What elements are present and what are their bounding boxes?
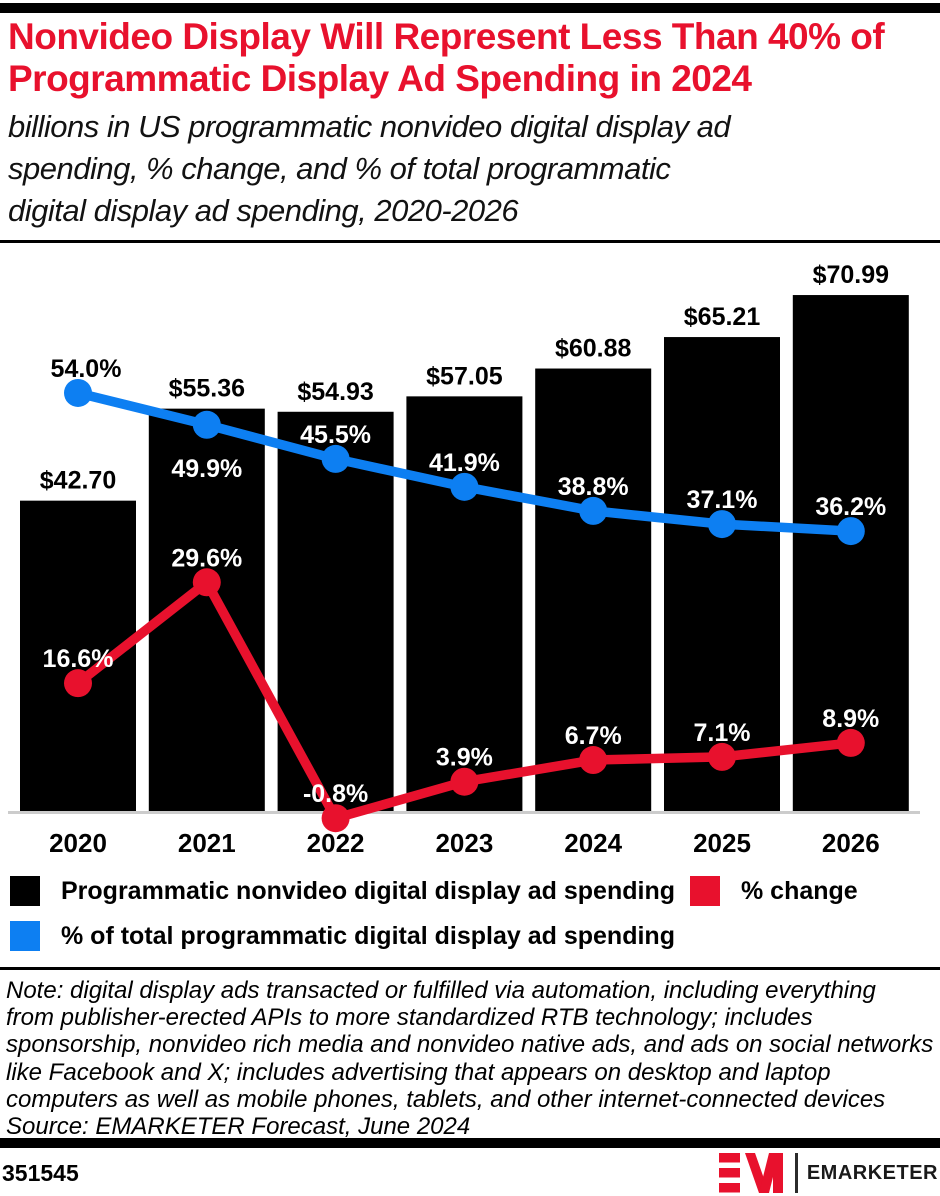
- legend-swatch: [10, 876, 40, 906]
- pct-change-point: [192, 568, 221, 597]
- bar-value-label: $42.70: [40, 467, 116, 495]
- title-line-2: Programmatic Display Ad Spending in 2024: [8, 58, 752, 99]
- emarketer-logo-icon: [718, 1153, 783, 1193]
- legend-label: Programmatic nonvideo digital display ad…: [61, 876, 675, 905]
- pct-of-total-label: 36.2%: [815, 493, 886, 521]
- pct-change-point: [321, 804, 350, 833]
- x-axis-label-2024: 2024: [564, 828, 622, 858]
- subtitle-line-1: billions in US programmatic nonvideo dig…: [8, 109, 731, 144]
- x-axis-label-2026: 2026: [822, 828, 880, 858]
- pct-change-point: [450, 767, 479, 796]
- page-subtitle: billions in US programmatic nonvideo dig…: [8, 106, 938, 232]
- bar-value-label: $70.99: [813, 261, 889, 289]
- pct-change-label: 16.6%: [43, 645, 114, 673]
- subtitle-line-2: spending, % change, and % of total progr…: [8, 151, 671, 186]
- note-line: computers as well as mobile phones, tabl…: [6, 1085, 886, 1113]
- title-line-1: Nonvideo Display Will Represent Less Tha…: [8, 16, 885, 57]
- pct-change-point: [64, 669, 92, 698]
- bar-value-label: $60.88: [555, 335, 632, 363]
- x-axis-label-2025: 2025: [693, 828, 751, 858]
- note-block: Note: digital display ads transacted or …: [6, 977, 940, 1140]
- pct-of-total-point: [450, 472, 479, 501]
- legend-item-1: % change: [690, 876, 858, 906]
- pct-change-label: 7.1%: [694, 719, 751, 747]
- pct-of-total-label: 38.8%: [558, 473, 629, 501]
- chart-id: 351545: [2, 1159, 79, 1186]
- page-title: Nonvideo Display Will Represent Less Tha…: [8, 16, 932, 100]
- pct-change-point: [708, 742, 736, 771]
- legend-swatch: [690, 876, 720, 906]
- note-line: from publisher-erected APIs to more stan…: [6, 1004, 813, 1032]
- x-axis-label-2023: 2023: [435, 828, 493, 858]
- legend-label: % of total programmatic digital display …: [61, 921, 675, 950]
- pct-change-point: [836, 728, 865, 757]
- footer: 351545 EMARKETER: [2, 1150, 938, 1196]
- note-line: sponsorship, nonvideo rich media and non…: [6, 1031, 934, 1059]
- pct-of-total-point: [192, 410, 221, 439]
- bar-value-label: $55.36: [169, 375, 245, 403]
- legend-swatch: [10, 921, 40, 951]
- pct-of-total-point: [836, 517, 865, 546]
- legend-item-0: Programmatic nonvideo digital display ad…: [10, 876, 675, 906]
- bar-2024: [535, 368, 652, 811]
- pct-change-label: 8.9%: [822, 705, 879, 733]
- note-divider-line: [0, 967, 940, 970]
- pct-of-total-point: [579, 496, 608, 525]
- legend-label: % change: [741, 876, 858, 905]
- pct-of-total-label: 37.1%: [687, 486, 758, 514]
- pct-change-label: 29.6%: [171, 544, 242, 572]
- pct-of-total-label: 54.0%: [51, 355, 122, 383]
- x-axis-label-2022: 2022: [307, 828, 365, 858]
- pct-change-label: 6.7%: [565, 722, 622, 750]
- note-line: like Facebook and X; includes advertisin…: [6, 1058, 831, 1086]
- note-line: Note: digital display ads transacted or …: [6, 977, 876, 1004]
- pct-change-label: -0.8%: [303, 780, 368, 808]
- bar-2025: [664, 337, 780, 811]
- pct-of-total-point: [321, 444, 350, 473]
- bar-2023: [406, 396, 523, 811]
- brand-name: EMARKETER: [806, 1161, 938, 1184]
- footer-accent-bar: [0, 1138, 940, 1148]
- source-line: Source: EMARKETER Forecast, June 2024: [6, 1113, 471, 1141]
- bar-value-label: $54.93: [297, 378, 373, 406]
- pct-change-label: 3.9%: [436, 744, 493, 772]
- pct-of-total-label: 45.5%: [300, 421, 371, 449]
- chart-top-border: [0, 240, 940, 243]
- pct-of-total-label: 41.9%: [429, 449, 500, 477]
- bar-2026: [792, 295, 909, 811]
- bar-value-label: $57.05: [426, 362, 503, 390]
- bar-value-label: $65.21: [684, 303, 761, 331]
- pct-of-total-point: [708, 510, 736, 539]
- x-axis-label-2020: 2020: [49, 828, 107, 858]
- combo-chart: $42.70 $55.36 $54.93 $57.05 $60.88 $65.21 $70.…: [0, 240, 940, 858]
- emarketer-logo: EMARKETER: [718, 1153, 938, 1193]
- top-accent-bar: [0, 3, 940, 13]
- pct-of-total-point: [64, 378, 92, 407]
- x-axis-line: [8, 811, 920, 814]
- subtitle-line-3: digital display ad spending, 2020-2026: [8, 193, 519, 228]
- pct-change-point: [579, 746, 608, 775]
- logo-divider: [794, 1153, 798, 1193]
- pct-of-total-label: 49.9%: [171, 455, 242, 483]
- legend-item-2: % of total programmatic digital display …: [10, 921, 675, 951]
- x-axis-label-2021: 2021: [178, 828, 236, 858]
